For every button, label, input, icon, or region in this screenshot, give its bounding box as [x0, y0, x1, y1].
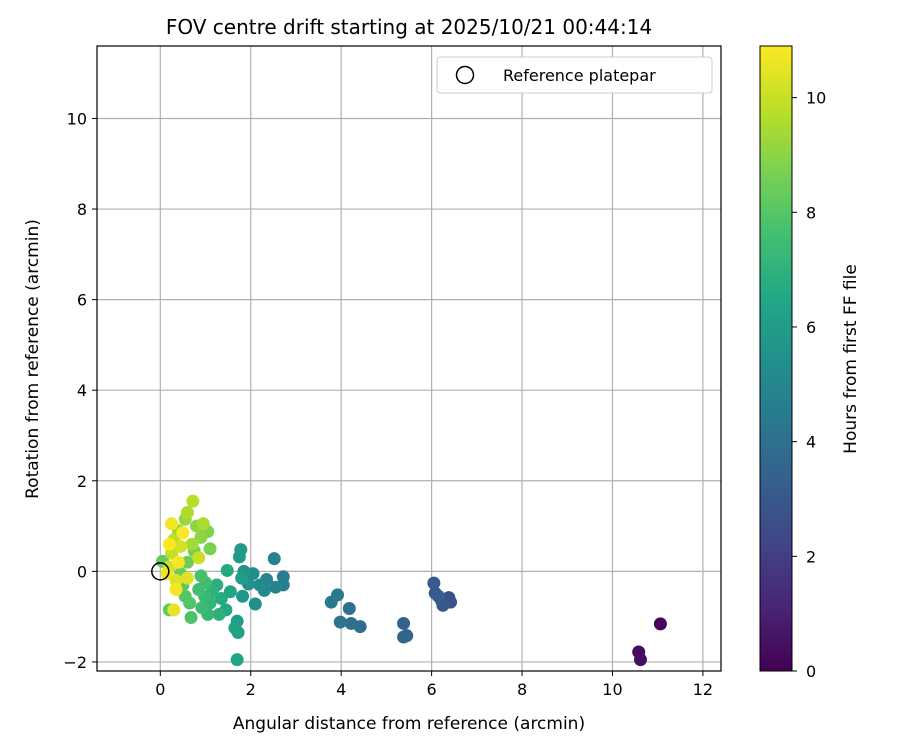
x-tick-label: 0 — [155, 680, 165, 699]
legend-marker — [455, 65, 475, 85]
data-point — [342, 602, 356, 615]
colorbar-ticks: 0 2 4 6 8 10 — [792, 89, 826, 681]
data-point — [169, 573, 183, 587]
colorbar-tick-label: 10 — [806, 89, 826, 108]
y-ticks: −2 0 2 4 6 8 10 — [63, 109, 97, 672]
legend-entry-label: Reference platepar — [503, 66, 656, 85]
data-point — [214, 592, 228, 606]
data-point — [212, 607, 226, 621]
y-tick-label: 2 — [77, 472, 87, 491]
data-point — [203, 542, 217, 556]
data-point — [180, 505, 194, 519]
data-point — [427, 576, 441, 590]
data-point — [236, 589, 250, 603]
data-point — [174, 539, 188, 553]
plot-frame — [96, 45, 722, 672]
data-point — [178, 589, 192, 603]
x-tick-label: 2 — [246, 680, 256, 699]
x-ticks: 0 2 4 6 8 10 12 — [155, 671, 713, 699]
data-point — [194, 530, 208, 544]
data-point — [176, 526, 190, 540]
data-point — [267, 552, 281, 566]
data-point — [167, 603, 181, 617]
y-tick-label: 4 — [77, 381, 87, 400]
data-point — [194, 569, 208, 583]
y-axis-label: Rotation from reference (arcmin) — [23, 219, 43, 499]
x-tick-label: 4 — [336, 680, 346, 699]
data-point — [162, 537, 176, 551]
x-tick-label: 12 — [693, 680, 713, 699]
data-point — [228, 621, 242, 635]
x-axis-label: Angular distance from reference (arcmin) — [233, 714, 585, 734]
colorbar-tick-label: 4 — [806, 433, 816, 452]
colorbar-tick-label: 6 — [806, 318, 816, 337]
data-point — [230, 653, 244, 667]
data-point — [180, 571, 194, 585]
x-tick-label: 6 — [427, 680, 437, 699]
y-tick-label: 8 — [77, 200, 87, 219]
data-point — [431, 589, 445, 603]
data-point — [184, 611, 198, 625]
x-tick-label: 8 — [517, 680, 527, 699]
x-tick-label: 10 — [602, 680, 622, 699]
colorbar-tick-label: 2 — [806, 547, 816, 566]
data-point — [397, 616, 411, 630]
data-point — [195, 601, 209, 615]
y-tick-label: −2 — [63, 653, 87, 672]
legend-box — [436, 56, 713, 94]
data-point — [165, 517, 179, 531]
y-tick-label: 10 — [67, 109, 87, 128]
data-point — [397, 630, 411, 644]
data-point — [180, 555, 194, 569]
data-point — [333, 615, 347, 629]
colorbar-label: Hours from first FF file — [841, 264, 861, 454]
colorbar-tick-label: 0 — [806, 662, 816, 681]
data-point — [169, 582, 183, 596]
legend: Reference platepar — [436, 56, 713, 94]
data-point — [186, 494, 200, 508]
data-point — [185, 537, 199, 551]
data-point — [248, 597, 262, 611]
data-point — [171, 555, 185, 569]
reference-platepar-marker — [151, 562, 170, 581]
data-point — [192, 551, 206, 565]
data-point — [634, 653, 648, 667]
data-point — [220, 563, 234, 577]
data-point — [344, 616, 358, 630]
colorbar-tick-label: 8 — [806, 203, 816, 222]
data-point — [653, 617, 667, 631]
data-point — [232, 550, 246, 564]
data-point — [192, 582, 206, 596]
chart-title: FOV centre drift starting at 2025/10/21 … — [166, 15, 652, 39]
colorbar: 0 2 4 6 8 10 Hours from first FF file — [759, 45, 861, 681]
data-point — [253, 578, 267, 592]
data-points — [156, 494, 667, 667]
grid-lines — [97, 46, 721, 671]
data-point — [196, 517, 210, 531]
y-tick-label: 0 — [77, 562, 87, 581]
y-tick-label: 6 — [77, 291, 87, 310]
data-point — [235, 571, 249, 585]
data-point — [223, 585, 237, 599]
data-point — [160, 567, 174, 581]
data-point — [269, 580, 283, 594]
colorbar-gradient — [759, 45, 793, 672]
data-point — [324, 595, 338, 609]
